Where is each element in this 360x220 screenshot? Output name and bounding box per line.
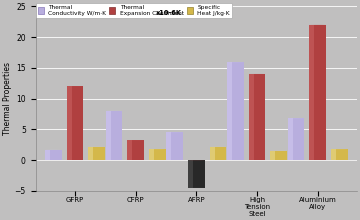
Bar bbox=[105, 111, 122, 160]
Bar bbox=[288, 118, 293, 160]
Bar bbox=[45, 150, 50, 160]
Bar bbox=[166, 132, 171, 160]
Bar bbox=[45, 150, 62, 160]
Bar bbox=[188, 160, 205, 188]
Legend: Thermal
Conductivity W/m·K, Thermal
Expansion Coefficient, Specific
Heat J/kg·K: Thermal Conductivity W/m·K, Thermal Expa… bbox=[36, 3, 232, 18]
Bar bbox=[331, 149, 348, 160]
Bar bbox=[67, 86, 83, 160]
Bar bbox=[249, 74, 254, 160]
Bar bbox=[249, 74, 265, 160]
Bar bbox=[210, 147, 215, 160]
Bar bbox=[270, 151, 287, 160]
Bar bbox=[149, 149, 154, 160]
Bar bbox=[331, 149, 336, 160]
Bar bbox=[105, 111, 111, 160]
Y-axis label: Thermal Properties: Thermal Properties bbox=[3, 62, 12, 135]
Bar bbox=[270, 151, 275, 160]
Bar bbox=[88, 147, 105, 160]
Bar bbox=[166, 132, 183, 160]
Bar bbox=[149, 149, 166, 160]
Bar bbox=[310, 25, 326, 160]
Bar bbox=[67, 86, 72, 160]
Bar bbox=[210, 147, 226, 160]
Bar bbox=[127, 141, 132, 160]
Bar bbox=[288, 118, 305, 160]
Bar bbox=[310, 25, 314, 160]
Bar bbox=[88, 147, 93, 160]
Bar bbox=[227, 62, 232, 160]
Bar bbox=[227, 62, 244, 160]
Bar bbox=[188, 160, 193, 188]
Text: x10-6K: x10-6K bbox=[156, 10, 182, 16]
Bar bbox=[127, 141, 144, 160]
